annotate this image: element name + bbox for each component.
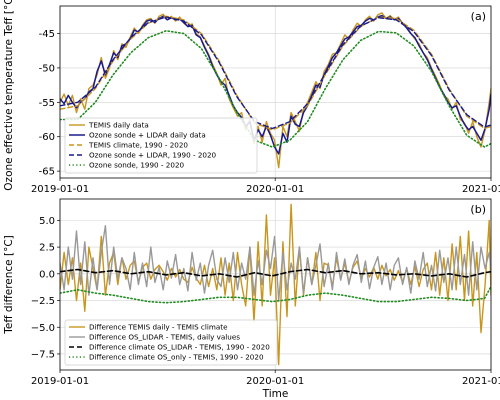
legend-box: [64, 319, 278, 366]
y-tick-label: 0.0: [39, 269, 55, 280]
y-tick-label: 5.0: [39, 216, 55, 227]
legend-entry-label: Ozone sonde, 1990 - 2020: [89, 161, 185, 170]
y-tick-label: -65: [39, 167, 55, 178]
panel-b: −7.5 −5.0 −2.5 0.0 2.5 5.0 2019-01-01 2020-01-0…: [3, 198, 500, 400]
series-line-4: [60, 16, 491, 130]
legend-entry-label: TEMIS climate, 1990 - 2020: [88, 141, 188, 150]
series-line-3: [60, 268, 491, 278]
legend-entry-label: Ozone sonde + LIDAR, 1990 - 2020: [89, 151, 217, 160]
legend-entry-label: Difference TEMIS daily - TEMIS climate: [89, 323, 228, 332]
y-tick-label: -60: [39, 132, 55, 143]
legend-entry-label: Difference climate OS_only - TEMIS, 1990…: [89, 353, 264, 362]
plot-frame: [59, 5, 492, 179]
series-line-2: [60, 225, 491, 302]
y-tick-label: −2.5: [31, 296, 55, 307]
x-tick-label: 2020-01-01: [246, 184, 304, 195]
panel-a: -65 -60 -55 -50 -45 2019-01-01 2020-01-01 2021-…: [3, 0, 500, 195]
legend: Difference TEMIS daily - TEMIS climateDi…: [64, 319, 278, 366]
series-line-3: [60, 15, 491, 131]
y-tick-label: −5.0: [31, 323, 55, 334]
x-tick-label: 2020-01-01: [246, 376, 304, 387]
series-group: [60, 12, 491, 169]
y-tick-label: -50: [39, 63, 55, 74]
series-line-2: [60, 14, 491, 155]
series-line-5: [60, 30, 491, 148]
legend-entry-label: Difference climate OS_LIDAR - TEMIS, 199…: [89, 343, 270, 352]
legend-entry-label: Difference OS_LIDAR - TEMIS, daily value…: [89, 333, 240, 342]
x-tick-label: 2021-01-01: [462, 376, 500, 387]
legend-entry-label: Ozone sonde + LIDAR daily data: [89, 131, 206, 140]
x-axis-label: Time: [262, 388, 289, 400]
panel-label: (a): [471, 10, 486, 23]
x-tick-label: 2019-01-01: [31, 376, 89, 387]
y-tick-label: 2.5: [39, 243, 55, 254]
series-line-1: [60, 203, 491, 366]
y-axis-label: Teff difference [°C]: [3, 235, 15, 334]
legend-box: [64, 117, 258, 174]
legend-entry-label: TEMIS daily data: [88, 121, 149, 130]
y-tick-label: -45: [39, 29, 55, 40]
series-group: [60, 203, 491, 366]
x-tick-label: 2021-01-01: [462, 184, 500, 195]
plot-frame: [59, 198, 492, 371]
x-tick-label: 2019-01-01: [31, 184, 89, 195]
y-tick-label: −7.5: [31, 349, 55, 360]
y-axis-label: Ozone effective temperature Teff [°C]: [3, 0, 15, 191]
y-tick-label: -55: [39, 98, 55, 109]
series-line-4: [60, 285, 491, 304]
panel-label: (b): [470, 203, 486, 216]
